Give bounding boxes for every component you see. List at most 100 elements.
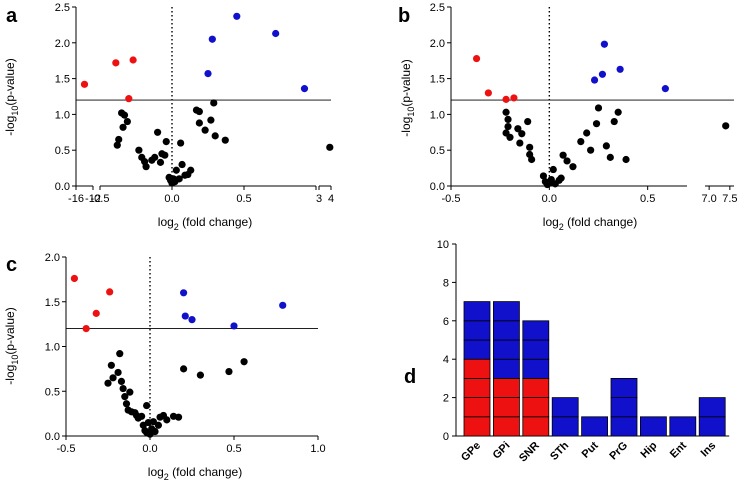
panel-a-point-red — [129, 56, 137, 64]
panel-c-point-black — [225, 367, 233, 376]
panel-d-bar-unit-increased — [581, 416, 608, 437]
panel-c-xtick-label: 0.5 — [226, 443, 241, 455]
panel-b-ylabel: -log10(p-value) — [399, 59, 416, 136]
panel-d-bar-unit-decreased — [463, 416, 491, 437]
panel-b-point-black — [610, 117, 618, 126]
panel-b-point-black — [502, 108, 510, 116]
panel-c-point-black — [114, 368, 122, 377]
panel-a-point-black — [326, 143, 334, 151]
panel-d-bar-unit-decreased — [492, 397, 520, 418]
panel-a-point-black — [195, 119, 203, 127]
panel-a-point-black — [113, 141, 121, 149]
panel-b-point-black — [592, 120, 601, 128]
panel-a-point-blue — [204, 69, 212, 78]
panel-c-point-black — [149, 418, 157, 426]
panel-b-point-red — [472, 54, 481, 63]
panel-c-point-black — [154, 421, 162, 429]
panel-b-point-black — [504, 115, 512, 124]
panel-c-point-red — [82, 325, 90, 333]
panel-b-xlabel: log2 (fold change) — [543, 215, 637, 232]
panel-a-point-black — [151, 153, 159, 161]
panel-c-point-black — [174, 413, 183, 421]
panel-d-bar-unit-decreased — [522, 397, 550, 418]
panel-b-point-black — [622, 155, 630, 164]
panel-d-bar-unit-increased — [463, 339, 491, 360]
panel-b-point-black — [602, 142, 610, 150]
panel-a-xtick-label: -16 — [68, 193, 84, 205]
panel-d-bar-unit-increased — [640, 416, 667, 437]
panel-d-category-label: SNR — [517, 440, 542, 465]
panel-d-bar-unit-decreased — [463, 377, 491, 398]
panel-b-point-black — [557, 174, 565, 182]
panel-d-bar-unit-increased — [522, 358, 550, 379]
panel-b-point-red — [502, 95, 510, 103]
panel-b-point-black — [506, 133, 514, 141]
panel-d-bar-unit-increased — [492, 358, 520, 379]
panel-a-point-black — [175, 175, 183, 183]
panel-d-bar-unit-increased — [610, 377, 638, 398]
panel-c-point-blue — [188, 316, 196, 324]
panel-a-ytick-label: 2.5 — [55, 2, 70, 14]
panel-a-ylabel: -log10(p-value) — [3, 58, 20, 135]
panel-a-point-blue — [208, 35, 216, 43]
panel-c-ytick-label: 1.0 — [45, 342, 60, 354]
panel-c-point-red — [92, 309, 100, 317]
panel-c-point-black — [104, 379, 112, 387]
panel-a-xtick-label: 3 — [316, 193, 322, 205]
panel-d-bar-unit-decreased — [522, 377, 550, 398]
panel-c-point-black — [126, 388, 134, 396]
panel-c-point-black — [116, 350, 124, 358]
panel-a-point-black — [178, 160, 186, 169]
panel-d-category-label: Ins — [699, 440, 719, 460]
panel-d-ytick-label: 0 — [443, 431, 449, 443]
panel-d-bar-unit-decreased — [463, 397, 491, 418]
panel-a-point-black — [123, 117, 131, 126]
panel-d-bar-unit-increased — [669, 416, 697, 437]
panel-c-volcano-plot: c 0.00.51.01.52.0-0.5 0.0 0.5 1.0 log2 (fol… — [3, 252, 326, 482]
panel-a-point-blue — [233, 12, 241, 20]
panel-c-xtick-label: 0.0 — [142, 443, 157, 455]
panel-c-point-black — [109, 374, 117, 382]
panel-b-point-blue — [616, 65, 624, 73]
panel-b-point-black — [549, 165, 557, 174]
panel-c-xlabel: log2 (fold change) — [148, 465, 242, 482]
panel-c-point-blue — [180, 289, 188, 297]
panel-b-point-black — [577, 138, 585, 146]
panel-b-point-black — [563, 157, 571, 165]
panel-a-point-black — [161, 151, 169, 159]
panel-c-ytick-label: 0.0 — [45, 431, 60, 443]
panel-a-ytick-label: 2.0 — [55, 38, 70, 50]
panel-a-point-black — [210, 99, 218, 107]
panel-d-bar-unit-decreased — [463, 358, 491, 379]
panel-a-xtick-label: 0.0 — [164, 193, 179, 205]
panel-b-point-blue — [600, 40, 609, 48]
panel-d-bar-unit-increased — [492, 301, 520, 322]
panel-c-xtick-label: 1.0 — [310, 443, 325, 455]
panel-d-bar-unit-increased — [463, 301, 491, 322]
panel-d-category-label: PrG — [607, 440, 630, 463]
panel-b-point-black — [559, 151, 567, 159]
panel-b-point-black — [722, 122, 730, 130]
panel-a-ytick-label: 1.5 — [55, 74, 70, 86]
panel-c-point-black — [122, 400, 131, 408]
panel-c-ylabel: -log10(p-value) — [3, 307, 20, 384]
panel-b-point-black — [569, 163, 577, 171]
panel-c-point-black — [196, 371, 204, 379]
panel-a-point-black — [207, 116, 215, 124]
panel-b-point-black — [518, 130, 526, 138]
panel-c-letter: c — [6, 254, 17, 276]
panel-b-point-black — [594, 104, 603, 112]
panel-a-xlabel: log2 (fold change) — [158, 215, 252, 232]
panel-b-point-blue — [661, 85, 669, 93]
panel-b-point-black — [514, 125, 522, 133]
panel-d-bar-unit-increased — [522, 339, 550, 360]
panel-d-bar-unit-increased — [551, 416, 579, 437]
panel-d-ytick-label: 6 — [443, 316, 449, 328]
panel-b-point-black — [528, 155, 536, 164]
panel-d-bar-unit-increased — [463, 320, 491, 341]
panel-a-xtick-label: 0.5 — [236, 193, 251, 205]
panel-a-point-black — [120, 111, 129, 119]
panel-d-bar-unit-increased — [610, 397, 638, 418]
panel-d-letter: d — [404, 366, 416, 388]
